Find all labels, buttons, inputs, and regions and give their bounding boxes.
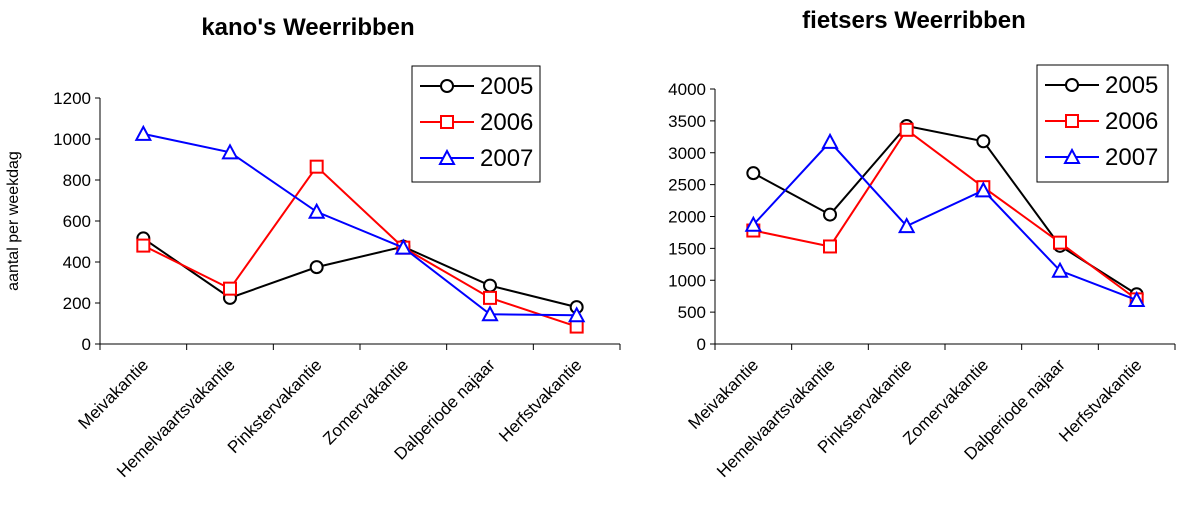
data-point [394, 238, 413, 255]
x-tick-label: Herfstvakantie [495, 355, 585, 445]
data-point [136, 238, 151, 253]
data-point [899, 122, 914, 137]
legend-marker [440, 79, 454, 93]
data-point [746, 166, 761, 181]
data-point [309, 159, 324, 174]
y-tick-label: 2500 [668, 176, 706, 195]
chart-1: kano's Weerribben aantal per weekdag 0 200 4… [5, 14, 621, 481]
y-tick-label: 3500 [668, 112, 706, 131]
x-tick-label: Pinkstervakantie [224, 355, 326, 457]
data-point [974, 181, 993, 198]
series-line [752, 140, 1138, 301]
y-tick-label: 4000 [668, 80, 706, 99]
series-2005 [136, 231, 584, 315]
y-tick-label: 0 [82, 335, 91, 354]
y-tick-label: 2000 [668, 208, 706, 227]
y-axis-label: aantal per weekdag [5, 151, 22, 291]
legend: 2005 2006 2007 [411, 65, 541, 183]
data-point [221, 143, 239, 160]
legend: 2005 2006 2007 [1036, 64, 1169, 183]
legend-marker [1065, 114, 1079, 128]
y-tick-label: 3000 [668, 144, 706, 163]
x-tick-label: Zomervakantie [319, 355, 412, 448]
y-tick-label: 500 [678, 303, 706, 322]
y-tick-label: 1000 [53, 130, 91, 149]
legend-marker [1063, 147, 1081, 164]
data-point [1127, 290, 1146, 308]
x-tick-label: Herfstvakantie [1055, 355, 1145, 445]
data-point [1051, 261, 1069, 278]
legend-marker [1065, 78, 1079, 92]
y-tick-label: 400 [63, 253, 91, 272]
x-tick-label: Meivakantie [685, 355, 763, 433]
chart-title: fietsers Weerribben [802, 7, 1026, 34]
y-tick-label: 800 [63, 171, 91, 190]
y-tick-label: 0 [697, 335, 706, 354]
y-tick-label: 600 [63, 212, 91, 231]
legend-label: 2005 [1105, 72, 1158, 99]
legend-marker [440, 115, 454, 129]
chart-2: fietsers Weerribben 0 500 1000 1500 2000 2500 3… [668, 7, 1176, 481]
data-point [744, 215, 763, 232]
y-tick-label: 1000 [668, 271, 706, 290]
chart-title: kano's Weerribben [201, 14, 414, 41]
series-line [142, 237, 577, 309]
legend-label: 2007 [1105, 144, 1158, 171]
data-point [1053, 235, 1067, 250]
data-point [307, 202, 326, 219]
series-line [143, 132, 577, 317]
data-point [569, 319, 584, 334]
data-point [134, 124, 153, 141]
data-point [483, 278, 497, 293]
data-point [567, 306, 586, 323]
series-2007 [134, 124, 586, 323]
data-point [483, 290, 497, 305]
x-tick-label: Meivakantie [75, 355, 153, 433]
legend-marker [438, 148, 456, 165]
legend-label: 2006 [1105, 108, 1158, 135]
data-point [897, 216, 916, 234]
data-point [481, 305, 499, 322]
data-point [821, 132, 839, 149]
data-point [223, 281, 237, 296]
data-point [976, 134, 991, 149]
legend-label: 2006 [480, 109, 533, 136]
series-line [752, 124, 1138, 296]
data-point [309, 260, 324, 275]
series-2007 [744, 132, 1146, 308]
legend-label: 2007 [480, 145, 533, 172]
series-2006 [136, 159, 584, 334]
y-tick-label: 1500 [668, 239, 706, 258]
data-point [823, 239, 837, 254]
y-tick-label: 1200 [53, 89, 91, 108]
series-line [753, 128, 1138, 301]
y-tick-label: 200 [63, 294, 91, 313]
data-point [823, 207, 837, 222]
series-line [142, 165, 577, 328]
legend-label: 2005 [480, 73, 533, 100]
